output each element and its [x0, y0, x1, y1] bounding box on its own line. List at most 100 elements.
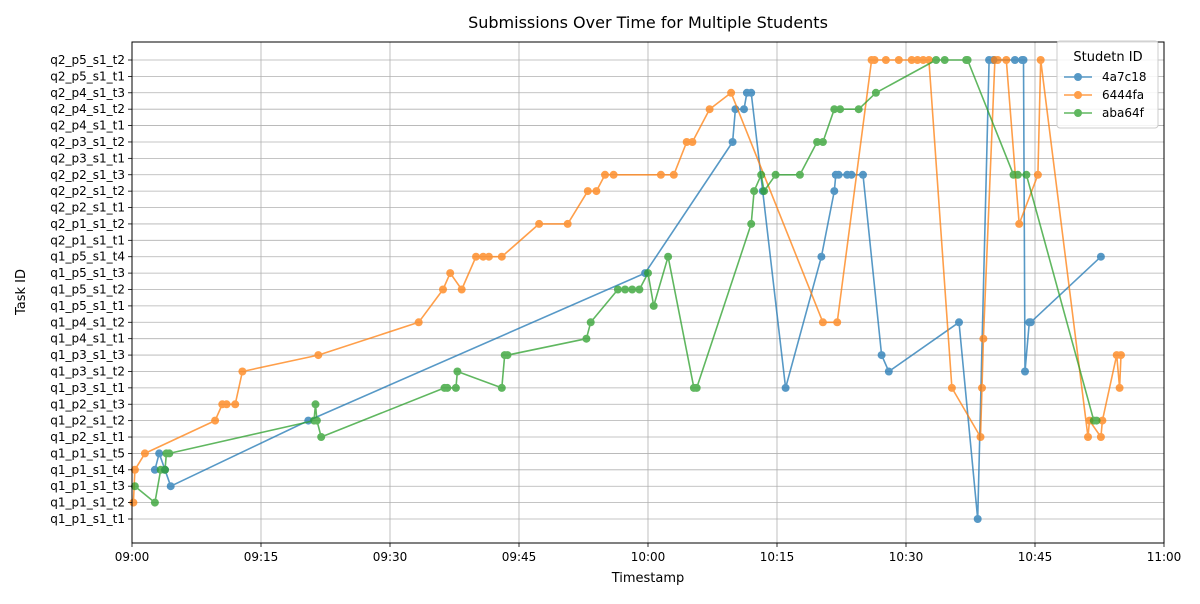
- data-point: [993, 56, 1002, 64]
- data-point: [1033, 170, 1042, 179]
- data-point: [947, 383, 956, 392]
- data-point: [1026, 318, 1035, 327]
- x-tick-label: 09:45: [502, 550, 537, 564]
- data-point: [859, 170, 867, 179]
- axis-layer: q1_p1_s1_t1 q1_p1_s1_t2 q1_p1_s1_t3 q1_p1_s…: [50, 53, 1181, 564]
- legend-label: aba64f: [1102, 106, 1145, 120]
- grid-layer: [131, 42, 1165, 543]
- series-line: [134, 59, 1097, 504]
- legend-label: 6444fa: [1102, 88, 1144, 102]
- data-point: [854, 105, 863, 114]
- data-point: [1117, 351, 1125, 360]
- data-point: [973, 515, 982, 523]
- data-point: [451, 383, 460, 392]
- data-point: [582, 334, 591, 343]
- legend-marker: [1064, 109, 1092, 117]
- data-point: [165, 449, 174, 458]
- data-point: [601, 170, 609, 179]
- data-point: [727, 88, 736, 97]
- data-point: [621, 285, 630, 294]
- data-point: [1019, 56, 1028, 64]
- y-tick-label: q2_p5_s1_t1: [50, 69, 125, 83]
- data-point: [1115, 383, 1124, 392]
- data-point: [836, 105, 845, 114]
- data-point: [669, 170, 678, 179]
- data-point: [1022, 170, 1031, 179]
- y-axis-label: Task ID: [14, 269, 29, 316]
- data-point: [231, 400, 240, 409]
- data-point: [833, 318, 842, 327]
- data-point: [656, 170, 665, 179]
- y-tick-label: q2_p4_s1_t3: [50, 86, 125, 100]
- x-tick-label: 11:00: [1147, 550, 1182, 564]
- x-tick-label: 09:00: [115, 550, 150, 564]
- data-point: [155, 449, 164, 458]
- x-tick-label: 10:00: [631, 550, 666, 564]
- data-point: [963, 56, 972, 64]
- data-point: [1002, 56, 1011, 64]
- data-point: [457, 285, 466, 294]
- data-point: [781, 383, 790, 392]
- data-point: [140, 449, 149, 458]
- data-point: [644, 269, 652, 278]
- legend: Studetn ID 4a7c18 6444fa aba64f: [1056, 40, 1159, 129]
- y-tick-label: q2_p1_s1_t2: [50, 217, 125, 231]
- data-point: [884, 367, 893, 376]
- data-point: [317, 433, 326, 441]
- data-point: [1084, 433, 1092, 441]
- data-point: [563, 219, 572, 228]
- data-point: [1096, 433, 1105, 441]
- data-point: [443, 383, 452, 392]
- y-tick-label: q2_p2_s1_t2: [50, 184, 125, 198]
- data-point: [497, 383, 506, 392]
- series-line: [132, 59, 1122, 503]
- y-tick-label: q1_p2_s1_t1: [50, 430, 125, 444]
- data-point: [919, 56, 928, 64]
- y-tick-label: q1_p1_s1_t2: [50, 496, 125, 510]
- data-point: [161, 465, 169, 474]
- data-point: [586, 318, 595, 327]
- data-point: [479, 252, 488, 261]
- data-point: [913, 56, 922, 64]
- data-point: [439, 285, 447, 294]
- legend-dot: [1074, 109, 1082, 117]
- data-point: [740, 105, 748, 114]
- legend-entries: 4a7c18 6444fa aba64f: [1064, 70, 1147, 120]
- data-point: [222, 400, 231, 409]
- data-point: [150, 498, 159, 507]
- data-point: [129, 498, 138, 507]
- data-point: [1021, 367, 1029, 376]
- x-tick-label: 10:15: [760, 550, 795, 564]
- data-point: [907, 56, 916, 64]
- data-point: [311, 400, 320, 409]
- data-point: [628, 285, 637, 294]
- data-point: [583, 187, 592, 196]
- data-point: [592, 187, 601, 196]
- series-layer: [129, 56, 1125, 523]
- series-6444fa: [129, 56, 1125, 507]
- data-point: [894, 56, 903, 64]
- x-tick-label: 10:30: [889, 550, 924, 564]
- x-tick-label: 09:30: [373, 550, 408, 564]
- y-tick-label: q1_p5_s1_t2: [50, 283, 125, 297]
- y-tick-label: q1_p4_s1_t1: [50, 332, 125, 346]
- y-tick-label: q1_p1_s1_t1: [50, 512, 125, 526]
- data-point: [979, 334, 988, 343]
- data-point: [414, 318, 423, 327]
- data-point: [976, 433, 985, 441]
- data-point: [747, 219, 756, 228]
- data-point: [613, 285, 622, 294]
- legend-box: [1056, 40, 1159, 129]
- data-point: [881, 56, 890, 64]
- y-tick-label: q2_p1_s1_t1: [50, 233, 125, 247]
- series-aba64f: [130, 56, 1101, 507]
- data-point: [130, 482, 139, 491]
- data-point: [312, 416, 321, 425]
- data-point: [472, 252, 480, 261]
- data-point: [830, 105, 839, 114]
- data-point: [757, 170, 766, 179]
- data-point: [166, 482, 175, 491]
- data-point: [871, 88, 880, 97]
- data-point: [535, 219, 544, 228]
- data-point: [635, 285, 644, 294]
